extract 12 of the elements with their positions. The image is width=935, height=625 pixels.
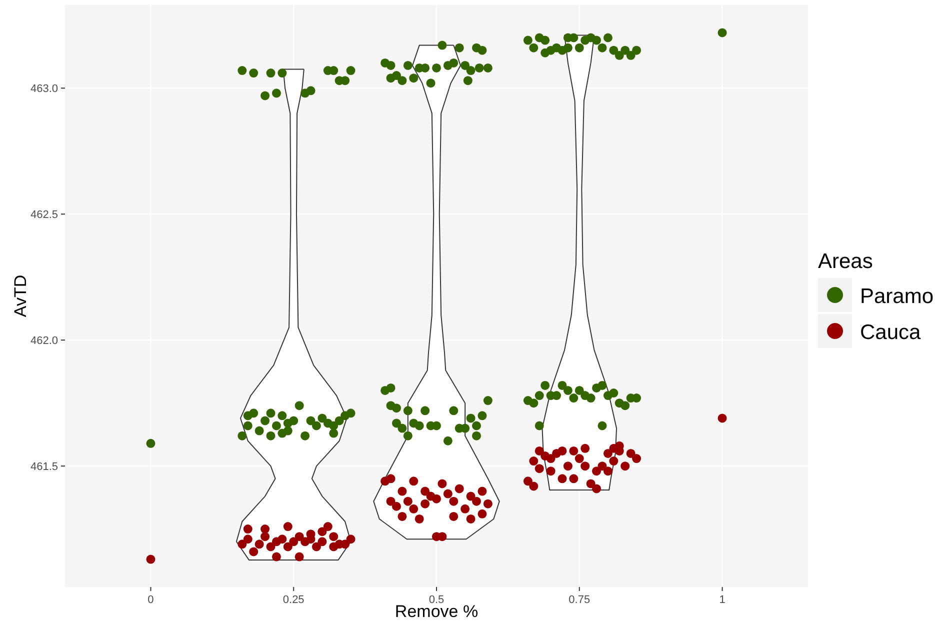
legend-label: Paramo [860,285,934,308]
y-tick-label: 463.0 [30,83,58,96]
x-tick-label: 1 [719,594,726,606]
y-tick-label: 462.0 [30,335,58,348]
y-tick-label: 462.5 [30,209,58,222]
x-tick-label: 0.25 [282,594,304,606]
y-tick-label: 461.5 [30,461,58,474]
legend-title: Areas [818,250,873,273]
x-tick-label: 0 [148,594,154,606]
legend-label: Cauca [860,321,922,344]
x-tick-label: 0.75 [568,594,590,606]
y-axis-title: AvTD [11,274,30,318]
